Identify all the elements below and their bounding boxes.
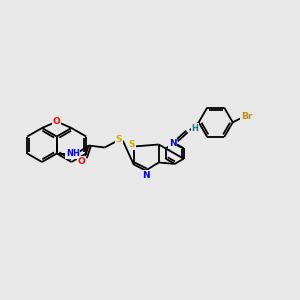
- Text: Br: Br: [241, 112, 252, 121]
- Text: NH: NH: [66, 149, 80, 158]
- Text: N: N: [142, 171, 149, 180]
- Text: H: H: [191, 124, 198, 133]
- Text: O: O: [53, 118, 61, 127]
- Text: O: O: [78, 157, 86, 166]
- Text: S: S: [128, 140, 135, 149]
- Text: S: S: [116, 135, 122, 144]
- Text: N: N: [169, 139, 176, 148]
